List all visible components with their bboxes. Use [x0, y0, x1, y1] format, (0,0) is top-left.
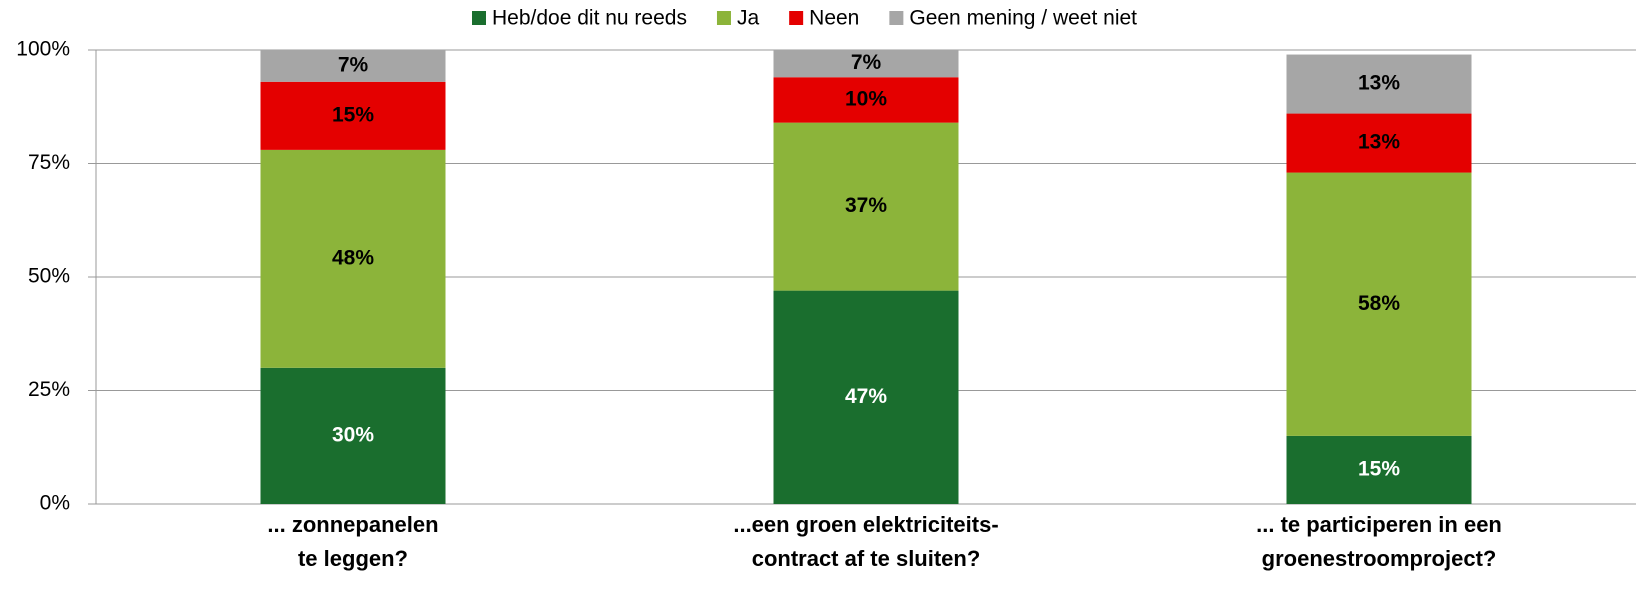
bar-segment [260, 50, 446, 82]
bar-segment [260, 149, 446, 368]
legend-label: Heb/doe dit nu reeds [492, 7, 687, 30]
bar-segment [1286, 172, 1472, 436]
y-tick-label: 25% [28, 378, 70, 401]
bar-segment [1286, 54, 1472, 114]
x-tick-label: contract af te sluiten? [752, 546, 981, 571]
data-label: 13% [1358, 72, 1400, 95]
x-tick-label: groenestroomproject? [1262, 546, 1497, 571]
y-tick-label: 50% [28, 265, 70, 288]
data-label: 13% [1358, 131, 1400, 154]
data-label: 10% [845, 87, 887, 110]
bar-segment [773, 50, 959, 78]
bar-segment [1286, 435, 1472, 504]
data-label: 58% [1358, 292, 1400, 315]
x-tick-label: ...een groen elektriciteits- [733, 512, 998, 537]
data-label: 47% [845, 385, 887, 408]
data-label: 15% [1358, 457, 1400, 480]
legend-swatch [889, 11, 904, 25]
bar-segment [260, 81, 446, 150]
x-tick-label: ... te participeren in een [1256, 512, 1502, 537]
bar-segment [260, 367, 446, 504]
legend-label: Neen [809, 7, 859, 30]
bar-segment [773, 122, 959, 291]
y-tick-label: 0% [40, 492, 70, 515]
bar-segment [773, 290, 959, 504]
y-tick-label: 75% [28, 151, 70, 174]
bar-segment [1286, 113, 1472, 173]
y-tick-label: 100% [16, 38, 70, 61]
legend-label: Geen mening / weet niet [909, 7, 1137, 30]
legend-swatch [716, 11, 731, 25]
data-label: 15% [332, 103, 374, 126]
data-label: 37% [845, 194, 887, 217]
legend-swatch [472, 11, 486, 25]
bar-segment [773, 77, 959, 123]
data-label: 7% [851, 51, 882, 74]
data-label: 30% [332, 423, 374, 446]
data-label: 48% [332, 246, 374, 269]
x-tick-label: te leggen? [298, 546, 408, 571]
x-tick-label: ... zonnepanelen [267, 512, 438, 537]
legend-swatch [789, 11, 804, 25]
legend-label: Ja [737, 7, 760, 30]
data-label: 7% [338, 53, 369, 76]
